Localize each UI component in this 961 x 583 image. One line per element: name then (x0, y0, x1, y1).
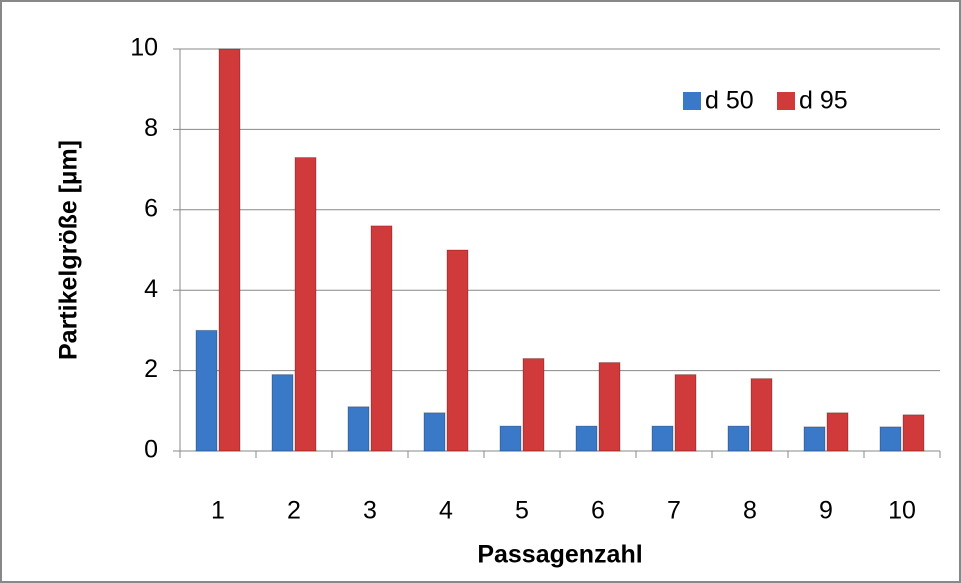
bar (370, 225, 393, 452)
bar (499, 425, 522, 452)
bar (750, 378, 773, 452)
bar (575, 425, 598, 452)
bar (347, 406, 370, 452)
bar (218, 48, 241, 452)
bar (826, 412, 849, 452)
y-axis-title: Partikelgröße [µm] (55, 140, 83, 360)
bar (522, 358, 545, 452)
x-axis-title: Passagenzahl (477, 541, 642, 569)
bar (195, 329, 218, 452)
y-tick-label: 10 (130, 34, 158, 62)
x-tick-label: 9 (819, 497, 833, 525)
bar (423, 412, 446, 452)
bar (598, 362, 621, 452)
legend-swatch (777, 92, 795, 110)
x-tick-label: 10 (888, 497, 916, 525)
y-tick-label: 6 (144, 194, 158, 222)
x-tick-label: 1 (211, 497, 225, 525)
x-tick-label: 4 (439, 497, 453, 525)
bar (674, 374, 697, 452)
bar (803, 426, 826, 452)
bar (446, 249, 469, 452)
bar (879, 426, 902, 452)
bar (294, 157, 317, 452)
x-tick-label: 6 (591, 497, 605, 525)
bar (271, 374, 294, 452)
legend-label: d 50 (705, 87, 754, 115)
x-tick-label: 5 (515, 497, 529, 525)
y-tick-label: 4 (144, 275, 158, 303)
y-tick-label: 0 (144, 436, 158, 464)
bar (727, 425, 750, 452)
bar (651, 425, 674, 452)
x-tick-label: 8 (743, 497, 757, 525)
y-tick-label: 2 (144, 355, 158, 383)
x-tick-label: 7 (667, 497, 681, 525)
y-tick-label: 8 (144, 114, 158, 142)
x-tick-label: 2 (287, 497, 301, 525)
legend-swatch (683, 92, 701, 110)
legend-label: d 95 (799, 87, 848, 115)
x-tick-label: 3 (363, 497, 377, 525)
bar (902, 414, 925, 452)
